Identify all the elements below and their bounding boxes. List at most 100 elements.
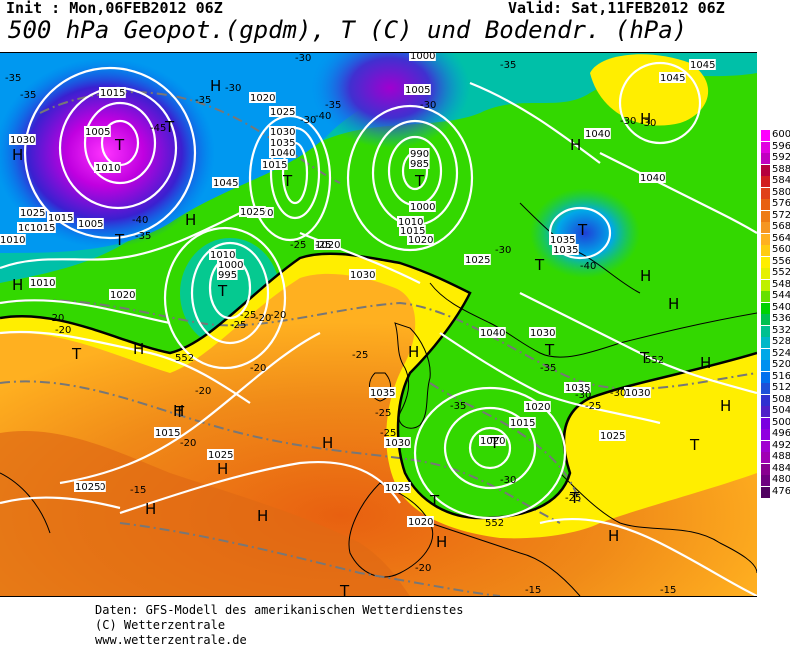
temperature-label: -15 — [525, 585, 541, 596]
high-pressure-center: H — [640, 110, 651, 128]
temperature-label: -20 — [180, 438, 196, 449]
legend-label: 544 — [772, 290, 790, 301]
temperature-label: -25 — [230, 320, 246, 331]
legend-swatch — [761, 291, 770, 302]
isobar-label: 1020 — [480, 436, 505, 447]
temperature-label: -40 — [315, 111, 331, 122]
legend-row: 540 — [757, 302, 790, 314]
legend-row: 596 — [757, 141, 790, 153]
legend-row: 572 — [757, 209, 790, 222]
low-pressure-center: T — [534, 256, 545, 274]
isobar-label: 1015 — [100, 88, 125, 99]
isobar-label-bg — [209, 249, 236, 260]
isobar-label-bg — [524, 401, 551, 412]
isobar-label-bg — [269, 137, 296, 148]
legend-row: 536 — [757, 313, 790, 325]
isobar-label-bg — [269, 106, 296, 117]
isobar-label: 1025 — [600, 431, 625, 442]
legend-swatch — [761, 314, 770, 325]
isobar-label: 1025 — [208, 450, 233, 461]
legend-row: 492 — [757, 440, 790, 452]
isobar-label: 1015 — [48, 213, 73, 224]
high-pressure-center: H — [640, 267, 651, 285]
legend-row: 488 — [757, 451, 790, 463]
legend-label: 572 — [772, 209, 790, 221]
legend-label: 500 — [772, 416, 790, 428]
isobar-label: 1030 — [530, 328, 555, 339]
legend-row: 528 — [757, 336, 790, 348]
isobar-label: 1045 — [660, 73, 685, 84]
temperature-label: -30 — [225, 83, 241, 94]
isobar-labels: 1030102510201015101010101005101510201025… — [0, 53, 716, 528]
isobar-label-bg — [404, 84, 431, 95]
legend-swatch — [761, 153, 770, 164]
low-pressure-center: T — [569, 489, 580, 507]
isobar-label: 990 — [410, 149, 429, 160]
isobar-label: 1000 — [218, 260, 243, 271]
contour-552-line — [0, 252, 757, 520]
isobar-label-bg — [549, 234, 576, 245]
legend-label: 480 — [772, 474, 790, 485]
legend-label: 532 — [772, 324, 790, 336]
low-pressure-center: T — [164, 118, 175, 136]
legend-label: 536 — [772, 313, 790, 324]
isobar-label: 1000 — [410, 53, 435, 62]
temperature-label: -20 — [415, 563, 431, 574]
temperature-label: -35 — [195, 95, 211, 106]
high-pressure-center: H — [217, 460, 228, 478]
isobar-label: 1020 — [315, 240, 340, 251]
temperature-label: -20 — [250, 363, 266, 374]
legend-swatch — [761, 463, 770, 475]
isobar-label-bg — [74, 481, 101, 492]
isobar-label: 1010 — [95, 163, 120, 174]
temperature-label: -35 — [20, 90, 36, 101]
isobar-label-bg — [689, 59, 716, 70]
isobar-label-bg — [659, 72, 686, 83]
high-pressure-center: H — [570, 136, 581, 154]
legend-row: 576 — [757, 198, 790, 210]
isobar-label-bg — [239, 206, 266, 217]
low-pressure-center: T — [414, 172, 425, 190]
legend-row: 548 — [757, 279, 790, 291]
isobar-label-bg — [349, 269, 376, 280]
legend-label: 520 — [772, 359, 790, 370]
legend-swatch — [761, 440, 770, 452]
legend-row: 516 — [757, 371, 790, 383]
isobar-label-bg — [384, 482, 411, 493]
low-e-fill — [530, 188, 640, 278]
low-pressure-center: T — [489, 434, 500, 452]
isobar-label: 1030 — [385, 438, 410, 449]
isobar-label: 1020 — [408, 235, 433, 246]
isobar-label-bg — [384, 437, 411, 448]
high-pressure-center: H — [436, 533, 447, 551]
high-pressure-center: H — [720, 397, 731, 415]
isobar-label-bg — [19, 207, 46, 218]
legend-row: 588 — [757, 164, 790, 176]
legend-swatch — [761, 486, 770, 498]
legend-row: 520 — [757, 359, 790, 371]
isobar-label-bg — [409, 201, 436, 212]
legend-row: 564 — [757, 233, 790, 245]
isobar-label: 1035 — [550, 235, 575, 246]
legend-row: 504 — [757, 405, 790, 417]
isobar-label: 985 — [410, 159, 429, 170]
low-pressure-center: T — [217, 282, 228, 300]
temperature-label: -35 — [450, 401, 466, 412]
legend-label: 528 — [772, 336, 790, 347]
low-pressure-center: T — [639, 349, 650, 367]
isobar-label: 1025 — [20, 208, 45, 219]
low-pressure-center: T — [282, 172, 293, 190]
isobar-label: 1040 — [480, 328, 505, 339]
footer-url: www.wetterzentrale.de — [95, 633, 247, 647]
legend-label: 592 — [772, 152, 790, 163]
low-pressure-center: T — [114, 136, 125, 154]
legend-label: 476 — [772, 485, 790, 497]
temperature-label: -30 — [420, 100, 436, 111]
low-pressure-center: T — [429, 492, 440, 510]
legend-swatch — [761, 337, 770, 348]
legend-row: 568 — [757, 221, 790, 233]
temperature-label: -45 — [150, 123, 166, 134]
high-pressure-center: H — [700, 354, 711, 372]
isobar-label: 1040 — [270, 148, 295, 159]
